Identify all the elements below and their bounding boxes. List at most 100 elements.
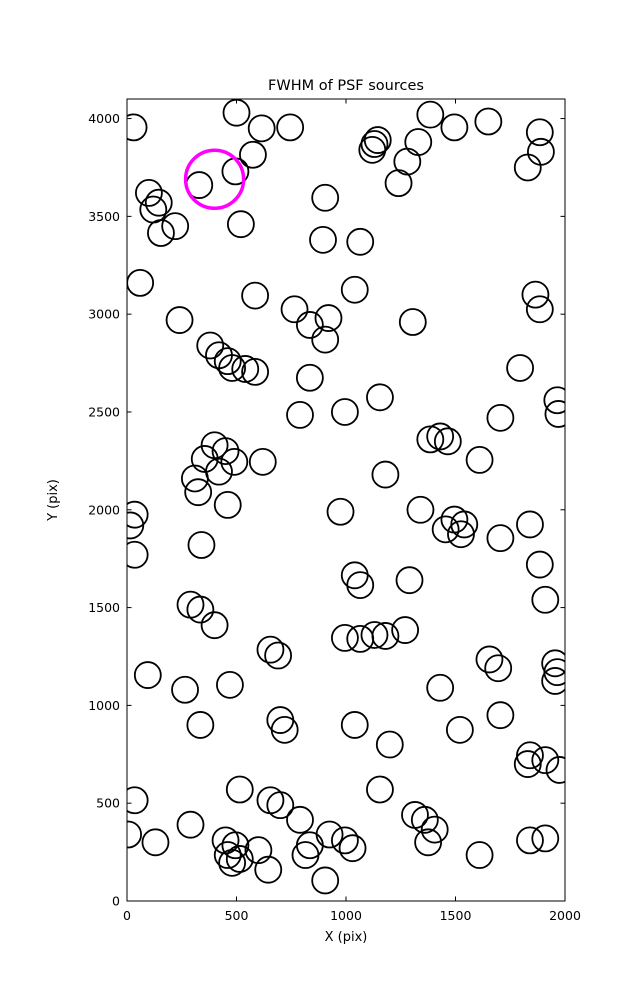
scatter-point <box>241 357 270 386</box>
scatter-point <box>254 855 283 884</box>
scatter-point <box>465 841 494 869</box>
scatter-point <box>244 836 273 865</box>
scatter-point <box>527 137 555 166</box>
scatter-point <box>247 114 276 143</box>
scatter-point <box>398 308 427 336</box>
x-tick-label: 1000 <box>330 908 362 923</box>
scatter-point <box>127 500 149 529</box>
scatter-point <box>416 100 445 129</box>
scatter-point <box>311 325 340 354</box>
scatter-point <box>311 866 340 895</box>
scatter-point <box>226 210 255 239</box>
scatter-point <box>161 212 190 241</box>
scatter-point <box>366 775 394 804</box>
scatter-point <box>525 295 554 324</box>
scatter-point <box>239 140 267 169</box>
scatter-point <box>144 188 173 217</box>
scatter-point <box>134 178 163 207</box>
scatter-point <box>286 401 314 429</box>
scatter-point <box>270 715 299 744</box>
ticks: 0 500 1000 1500 2000 0 500 1000 1500 2000 2500 3000… <box>88 99 581 923</box>
scatter-point <box>506 354 535 382</box>
scatter-point <box>331 624 359 652</box>
scatter-point <box>213 347 242 376</box>
x-tick-label: 2000 <box>549 908 581 923</box>
scatter-point <box>222 99 251 127</box>
scatter-point <box>295 363 324 392</box>
scatter-point <box>241 281 270 310</box>
y-axis-label: Y (pix) <box>46 479 61 522</box>
scatter-point <box>295 311 324 339</box>
scatter-point <box>516 510 544 539</box>
scatter-point <box>531 746 560 775</box>
scatter-point <box>525 118 554 147</box>
scatter-point <box>127 540 149 569</box>
scatter-point <box>184 478 213 507</box>
scatter-point <box>220 447 249 476</box>
scatter-point <box>141 828 170 857</box>
scatter-point <box>431 515 460 544</box>
scatter-point <box>338 834 367 863</box>
scatter-point <box>401 801 429 829</box>
scatter-point <box>186 711 215 739</box>
y-tick-label: 0 <box>112 894 120 909</box>
scatter-point <box>484 654 513 683</box>
scatter-point <box>127 820 142 849</box>
scatter-point <box>218 354 247 382</box>
scatter-point <box>410 805 439 834</box>
scatter-point <box>340 561 369 590</box>
scatter-point <box>375 730 404 759</box>
scatter-point <box>314 304 343 332</box>
scatter-point <box>543 386 565 415</box>
scatter-point <box>516 741 544 770</box>
x-tick-label: 1500 <box>440 908 472 923</box>
scatter-point <box>231 355 260 383</box>
scatter-point <box>264 641 293 670</box>
scatter-point <box>541 667 565 695</box>
scatter-point <box>414 828 443 857</box>
scatter-point <box>440 113 469 142</box>
scatter-point <box>221 831 250 860</box>
scatter-point <box>213 841 242 869</box>
scatter-point <box>545 756 565 784</box>
scatter-point <box>266 791 295 820</box>
scatter-point <box>276 113 305 142</box>
scatter-point <box>486 701 515 730</box>
scatter-point <box>127 786 149 815</box>
y-tick-label: 3500 <box>88 209 120 224</box>
scatter-point <box>465 445 494 474</box>
scatter-point <box>211 437 240 465</box>
scatter-point <box>147 219 175 247</box>
scatter-point <box>176 810 205 839</box>
chart-title: FWHM of PSF sources <box>268 78 424 94</box>
y-tick-label: 1500 <box>88 600 120 615</box>
scatter-point <box>180 464 209 493</box>
scatter-point <box>187 531 216 559</box>
scatter-point <box>196 331 225 360</box>
scatter-point <box>531 585 560 614</box>
x-axis-label: X (pix) <box>325 930 368 945</box>
scatter-point <box>218 848 247 877</box>
scatter-point <box>225 845 254 873</box>
scatter-points <box>127 99 565 895</box>
scatter-point <box>513 153 542 182</box>
scatter-point <box>371 460 400 489</box>
scatter-point <box>346 227 375 256</box>
y-tick-label: 4000 <box>88 111 120 126</box>
scatter-point <box>531 824 560 853</box>
scatter-point <box>171 675 199 704</box>
scatter-point <box>280 295 309 324</box>
scatter-point <box>291 841 320 869</box>
scatter-point <box>447 520 475 549</box>
x-tick-label: 500 <box>225 908 249 923</box>
scatter-point <box>311 183 340 212</box>
scatter-point <box>200 611 229 640</box>
scatter-point <box>516 826 544 855</box>
y-tick-label: 2000 <box>88 502 120 517</box>
scatter-point <box>165 306 194 334</box>
scatter-point <box>360 621 389 649</box>
scatter-point <box>395 566 424 595</box>
scatter-point <box>543 658 565 687</box>
scatter-point <box>384 169 413 198</box>
